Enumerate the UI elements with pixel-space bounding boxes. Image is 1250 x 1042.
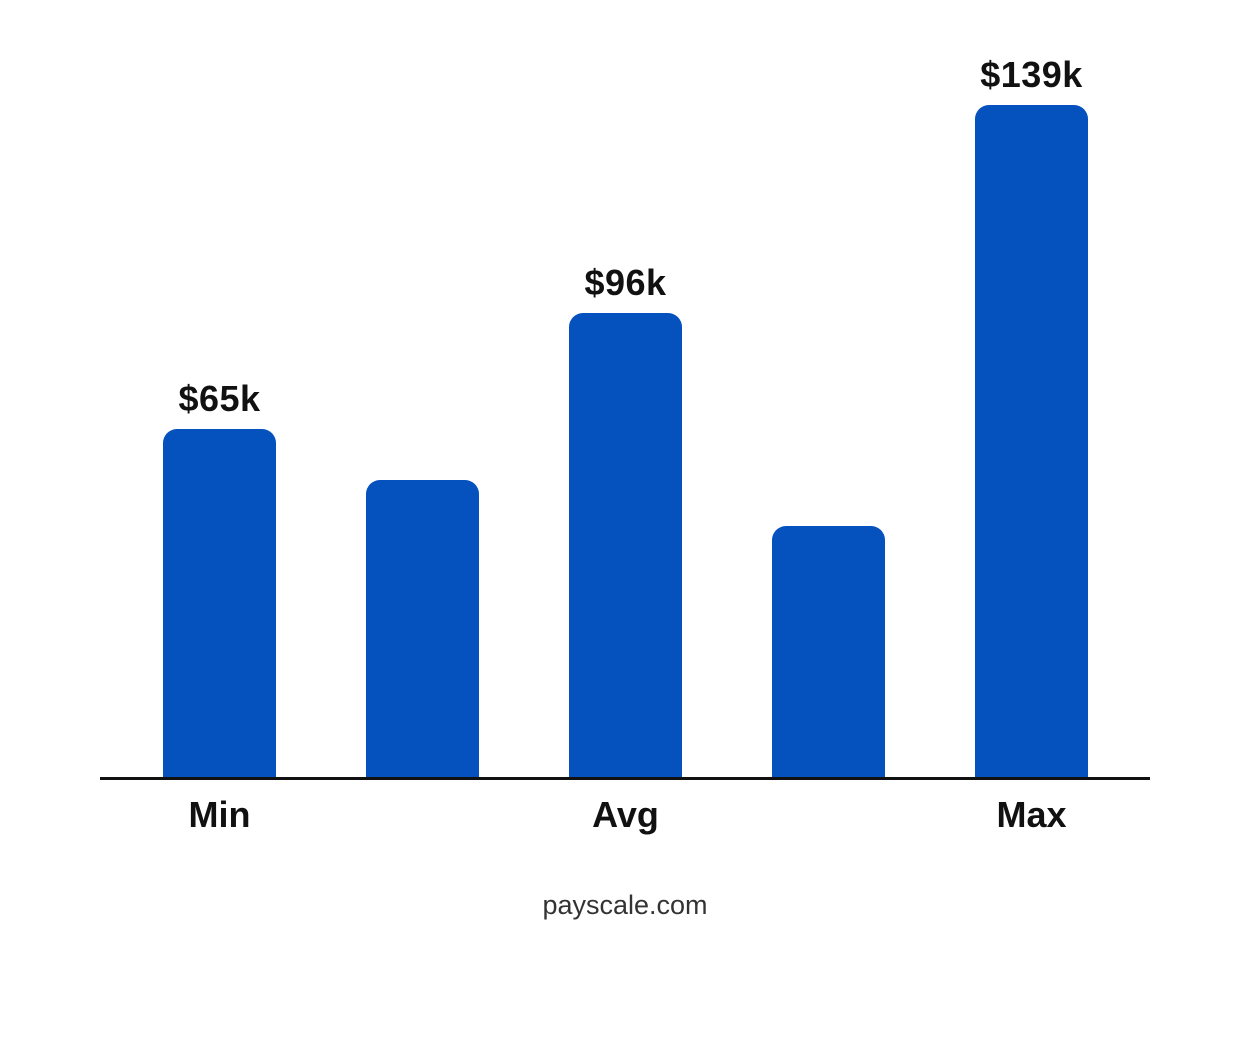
source-attribution: payscale.com	[542, 890, 708, 920]
bar-max	[975, 105, 1088, 777]
axis-label-min: Min	[188, 794, 251, 835]
bar-avg	[569, 313, 682, 777]
bar-unlabeled-2	[366, 480, 479, 777]
x-axis-line	[100, 777, 1150, 780]
axis-label-avg: Avg	[592, 794, 659, 835]
bar-unlabeled-4	[772, 526, 885, 777]
value-label-max: $139k	[980, 54, 1083, 95]
value-label-avg: $96k	[584, 262, 667, 303]
axis-label-max: Max	[996, 794, 1067, 835]
bar-min	[163, 429, 276, 777]
value-label-min: $65k	[178, 378, 261, 419]
